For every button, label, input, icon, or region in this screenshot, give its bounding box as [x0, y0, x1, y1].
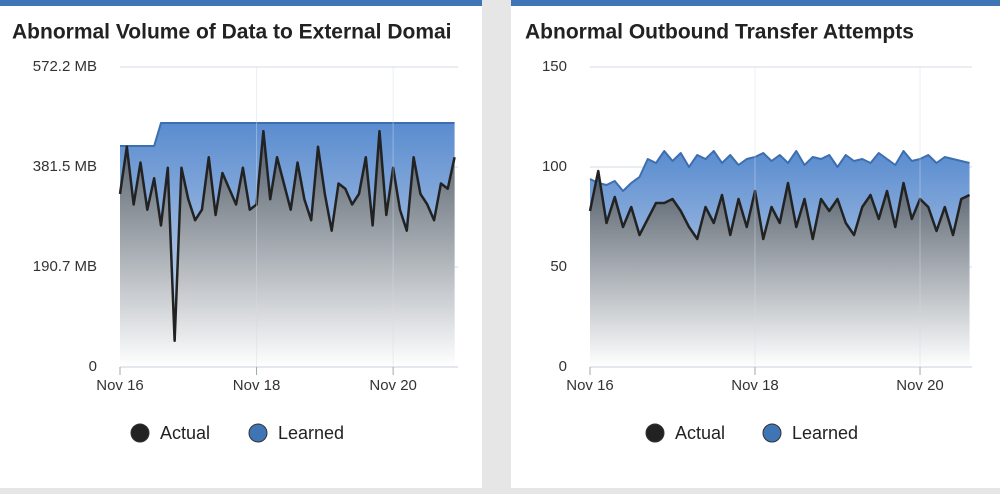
legend-swatch: [130, 423, 150, 443]
legend-label: Actual: [675, 423, 725, 443]
y-tick-label: 572.2 MB: [33, 58, 97, 75]
legend-label: Actual: [160, 423, 210, 443]
line: [120, 121, 455, 148]
y-tick-label: 150: [542, 58, 567, 75]
panel-bar: [0, 0, 482, 6]
legend-label: Learned: [792, 423, 858, 443]
chart-title: Abnormal Volume of Data to External Doma…: [12, 21, 452, 44]
legend-swatch: [645, 423, 665, 443]
x-tick-label: Nov 18: [731, 377, 779, 394]
legend-swatch: [248, 423, 268, 443]
y-tick-label: 381.5 MB: [33, 158, 97, 175]
area: [120, 131, 455, 367]
y-tick-label: 50: [550, 258, 567, 275]
x-tick-label: Nov 16: [96, 377, 144, 394]
line: [589, 150, 970, 192]
x-tick-label: Nov 20: [896, 377, 944, 394]
chart-title: Abnormal Outbound Transfer Attempts: [525, 21, 914, 44]
x-tick-label: Nov 20: [369, 377, 417, 394]
panel-bar: [511, 0, 1000, 6]
y-tick-label: 190.7 MB: [33, 258, 97, 275]
x-tick-label: Nov 16: [566, 377, 614, 394]
x-tick-label: Nov 18: [233, 377, 281, 394]
y-tick-label: 100: [542, 158, 567, 175]
y-tick-label: 0: [559, 358, 567, 375]
line: [588, 169, 971, 241]
legend-swatch: [762, 423, 782, 443]
line: [118, 129, 456, 343]
legend-label: Learned: [278, 423, 344, 443]
y-tick-label: 0: [89, 358, 97, 375]
